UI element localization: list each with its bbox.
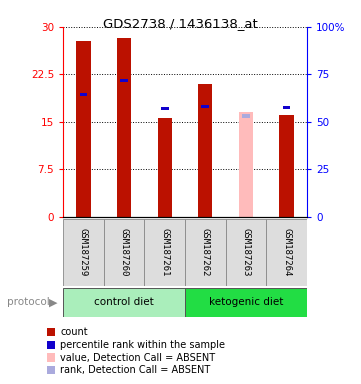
- Text: value, Detection Call = ABSENT: value, Detection Call = ABSENT: [60, 353, 216, 362]
- Bar: [117, 38, 131, 217]
- Text: protocol: protocol: [7, 297, 50, 308]
- Text: GSM187262: GSM187262: [201, 228, 210, 276]
- Bar: [63, 219, 104, 286]
- Bar: [198, 84, 212, 217]
- Bar: [158, 118, 172, 217]
- Bar: [79, 93, 87, 96]
- Text: GDS2738 / 1436138_at: GDS2738 / 1436138_at: [103, 17, 258, 30]
- Bar: [239, 113, 253, 217]
- Bar: [144, 219, 185, 286]
- Text: ▶: ▶: [49, 297, 57, 308]
- Bar: [120, 79, 128, 83]
- Text: GSM187264: GSM187264: [282, 228, 291, 276]
- Text: control diet: control diet: [94, 297, 154, 308]
- Text: GSM187261: GSM187261: [160, 228, 169, 276]
- Text: GSM187260: GSM187260: [119, 228, 129, 276]
- Bar: [161, 107, 169, 110]
- Bar: [104, 219, 144, 286]
- Text: GSM187263: GSM187263: [242, 228, 251, 276]
- Bar: [283, 106, 291, 109]
- Bar: [185, 288, 307, 317]
- Text: rank, Detection Call = ABSENT: rank, Detection Call = ABSENT: [60, 365, 210, 375]
- Bar: [201, 105, 209, 108]
- Bar: [242, 114, 250, 118]
- Text: count: count: [60, 327, 88, 337]
- Bar: [77, 41, 91, 217]
- Text: ketogenic diet: ketogenic diet: [209, 297, 283, 308]
- Bar: [226, 219, 266, 286]
- Text: GSM187259: GSM187259: [79, 228, 88, 276]
- Bar: [63, 288, 185, 317]
- Bar: [266, 219, 307, 286]
- Bar: [185, 219, 226, 286]
- Text: percentile rank within the sample: percentile rank within the sample: [60, 340, 225, 350]
- Bar: [279, 115, 293, 217]
